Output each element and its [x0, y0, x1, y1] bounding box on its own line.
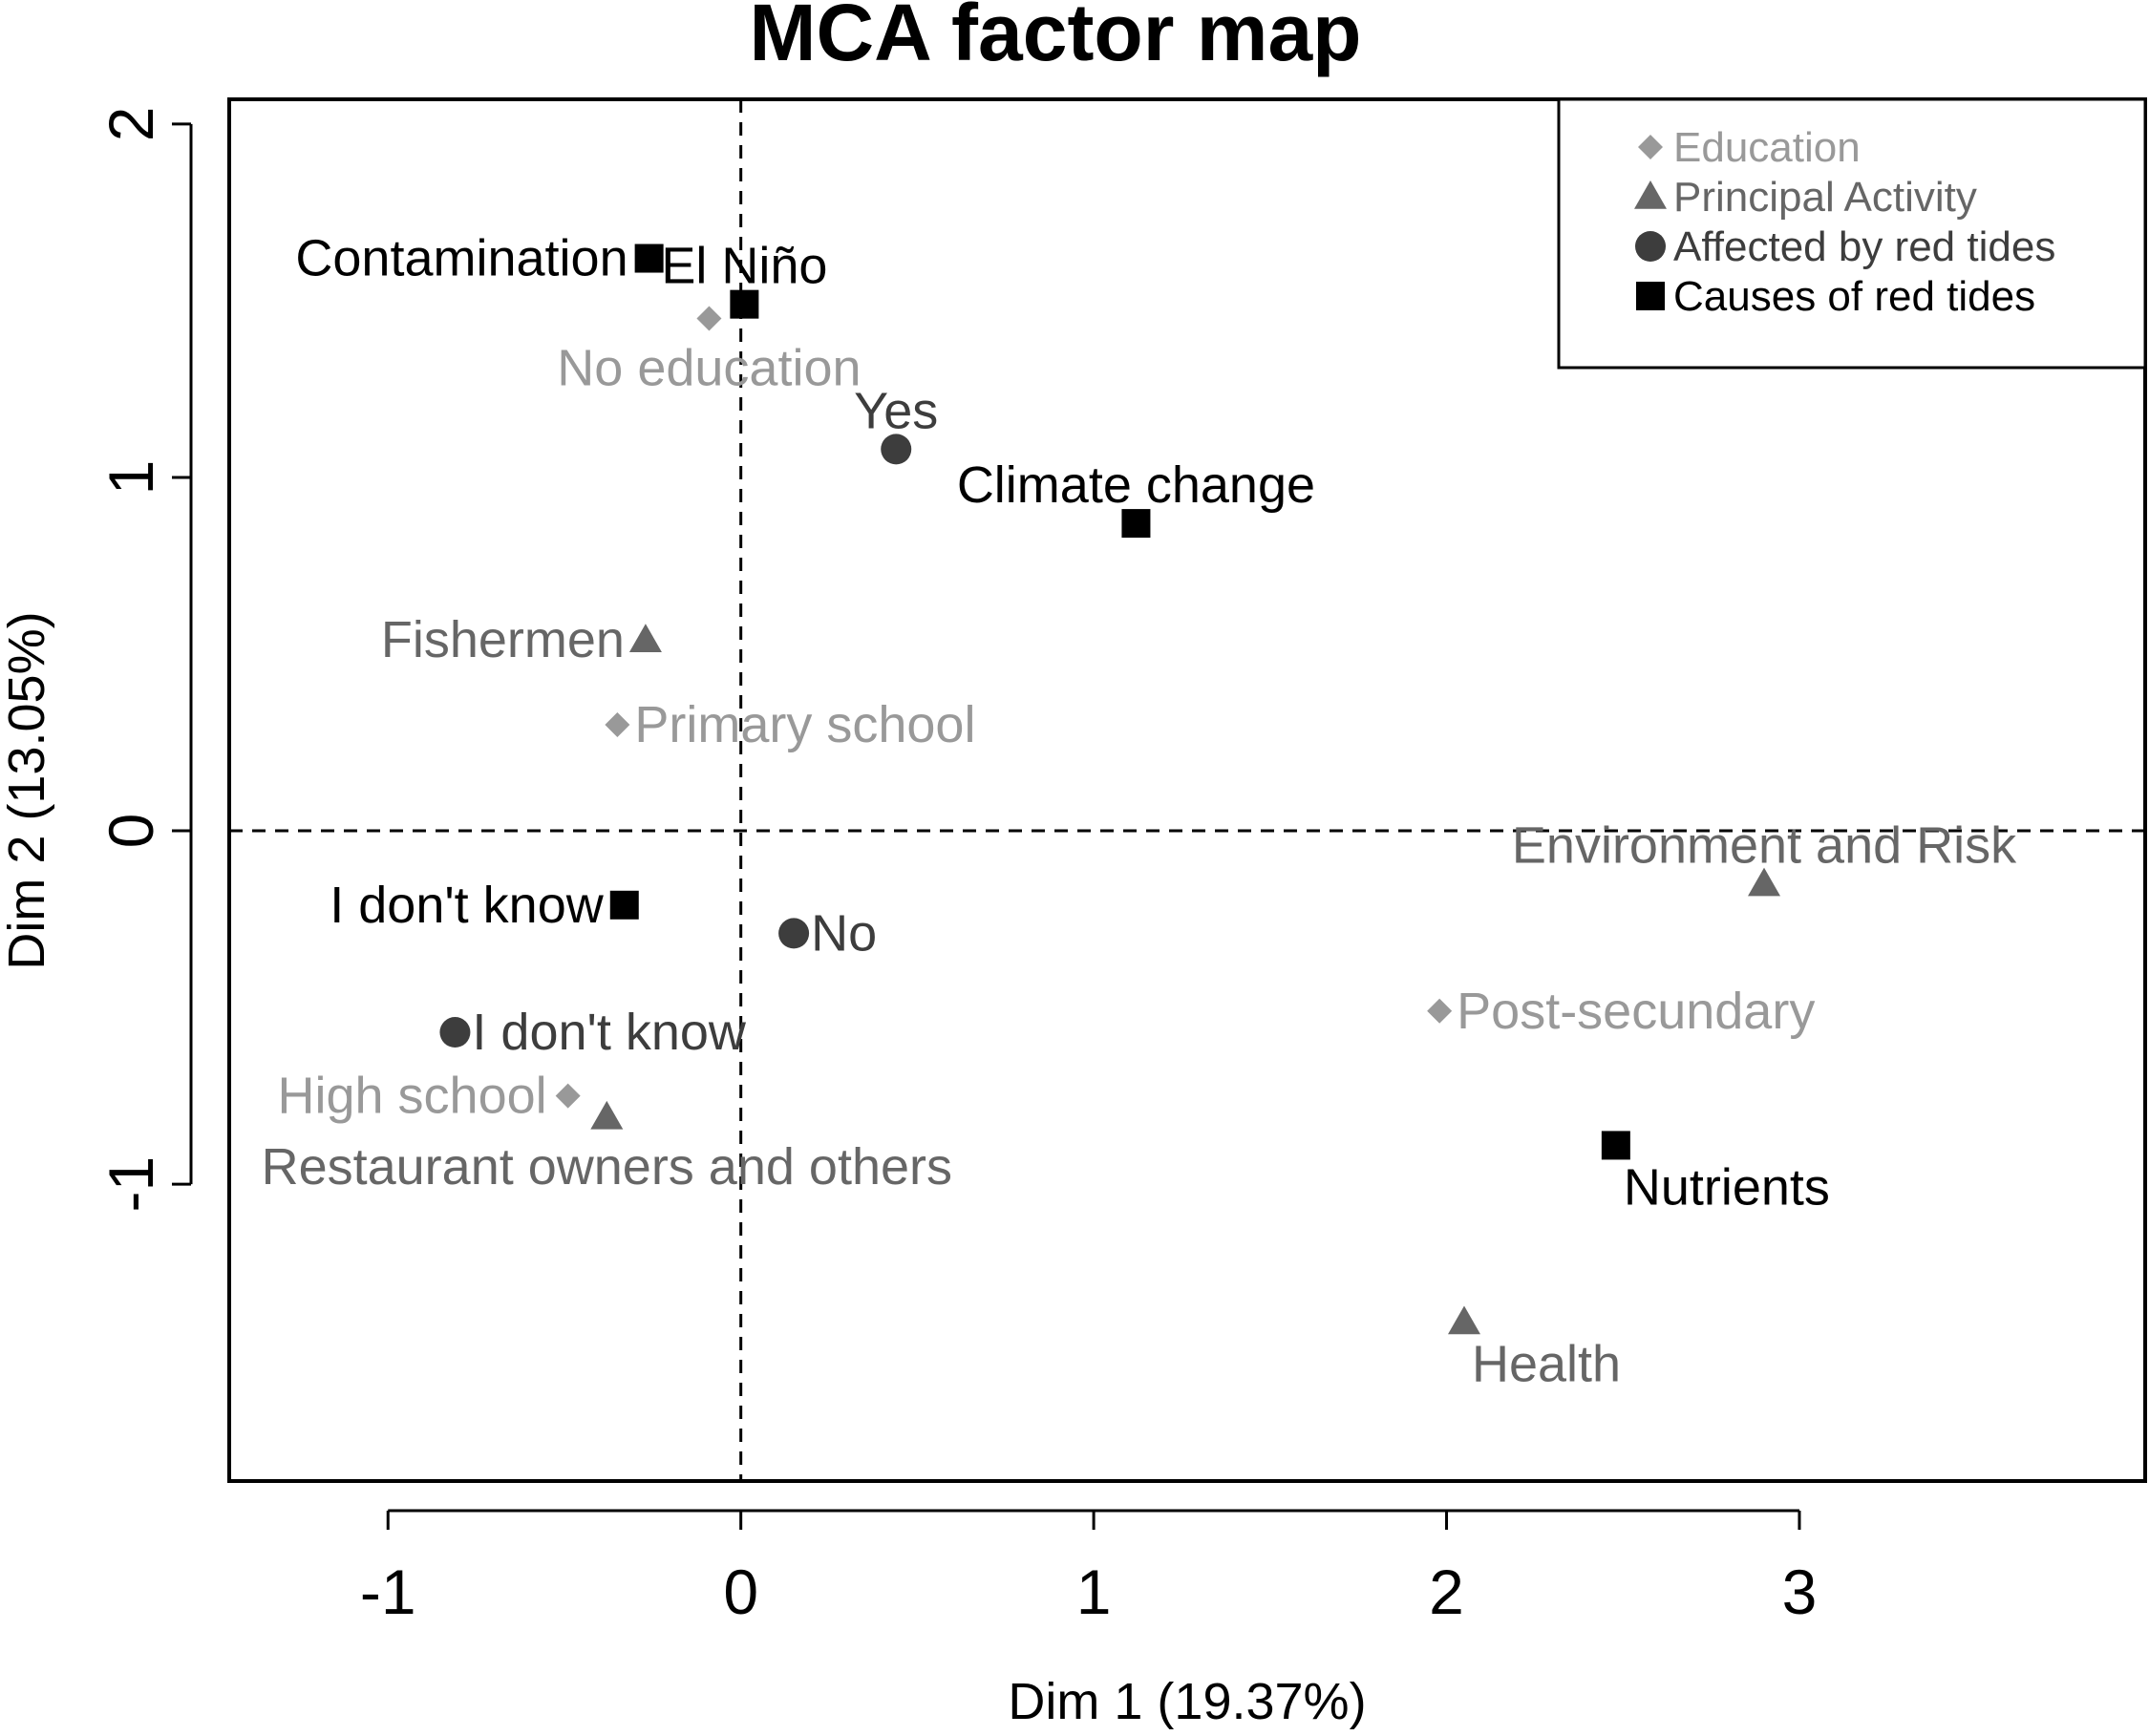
- data-point-circle: [881, 434, 912, 465]
- legend-label: Principal Activity: [1673, 174, 1977, 221]
- reference-lines: [229, 99, 2145, 1481]
- chart-title: MCA factor map: [750, 0, 1362, 77]
- point-label: Climate change: [957, 456, 1315, 514]
- point-label: Nutrients: [1624, 1158, 1830, 1216]
- data-point-square: [1601, 1131, 1630, 1160]
- data-point-triangle: [1748, 867, 1781, 897]
- point-label: Fishermen: [381, 611, 625, 668]
- y-tick-label: 2: [96, 107, 166, 142]
- data-point-circle: [439, 1017, 471, 1048]
- legend-label: Education: [1673, 124, 1861, 171]
- point-label: El Niño: [661, 238, 827, 295]
- x-tick-label: -1: [360, 1556, 416, 1627]
- point-label: Restaurant owners and others: [262, 1138, 952, 1196]
- y-tick-label: -1: [96, 1156, 166, 1213]
- point-label: I don't know: [330, 877, 604, 934]
- data-point-diamond: [1427, 998, 1453, 1024]
- point-labels: No education Primary school High school Pos…: [262, 230, 2018, 1393]
- legend-triangle-icon: [1634, 180, 1667, 209]
- data-point-circle: [778, 918, 810, 949]
- point-label: No: [811, 904, 877, 962]
- x-tick-label: 0: [723, 1556, 758, 1627]
- legend-circle-icon: [1635, 231, 1666, 262]
- y-tick-label: 1: [96, 460, 166, 496]
- point-label: Environment and Risk: [1512, 817, 2017, 875]
- data-point-square: [609, 890, 639, 920]
- data-point-triangle: [1448, 1305, 1481, 1335]
- y-axis-title: Dim 2 (13.05%): [0, 611, 55, 969]
- point-label: Health: [1472, 1335, 1621, 1392]
- data-point-triangle: [628, 624, 662, 652]
- point-label: Primary school: [634, 696, 975, 753]
- legend-diamond-icon: [1638, 135, 1663, 159]
- point-label: Post-secundary: [1457, 983, 1815, 1040]
- plot-frame: [227, 97, 2147, 1483]
- x-tick-label: 3: [1782, 1556, 1818, 1627]
- data-point-diamond: [605, 712, 630, 738]
- point-label: No education: [557, 339, 861, 396]
- y-tick-label: 0: [96, 814, 166, 849]
- legend-square-icon: [1636, 282, 1665, 310]
- x-tick-label: 1: [1076, 1556, 1112, 1627]
- data-point-square: [634, 243, 664, 273]
- data-point-triangle: [590, 1100, 624, 1130]
- point-label: I don't know: [472, 1004, 746, 1061]
- data-point-square: [730, 289, 759, 319]
- x-tick-label: 2: [1429, 1556, 1464, 1627]
- data-point-square: [1121, 509, 1151, 539]
- x-axis-title: Dim 1 (19.37%): [1008, 1673, 1366, 1730]
- point-label: Yes: [854, 382, 938, 439]
- data-point-diamond: [696, 306, 722, 331]
- data-points: [439, 243, 1781, 1335]
- legend-label: Affected by red tides: [1673, 223, 2055, 270]
- data-point-diamond: [555, 1083, 581, 1109]
- point-label: Contamination: [295, 230, 628, 287]
- legend-label: Causes of red tides: [1673, 273, 2035, 320]
- point-label: High school: [277, 1068, 546, 1125]
- axes: -1 0 1 2 3 -1 0 1 2: [96, 107, 1817, 1627]
